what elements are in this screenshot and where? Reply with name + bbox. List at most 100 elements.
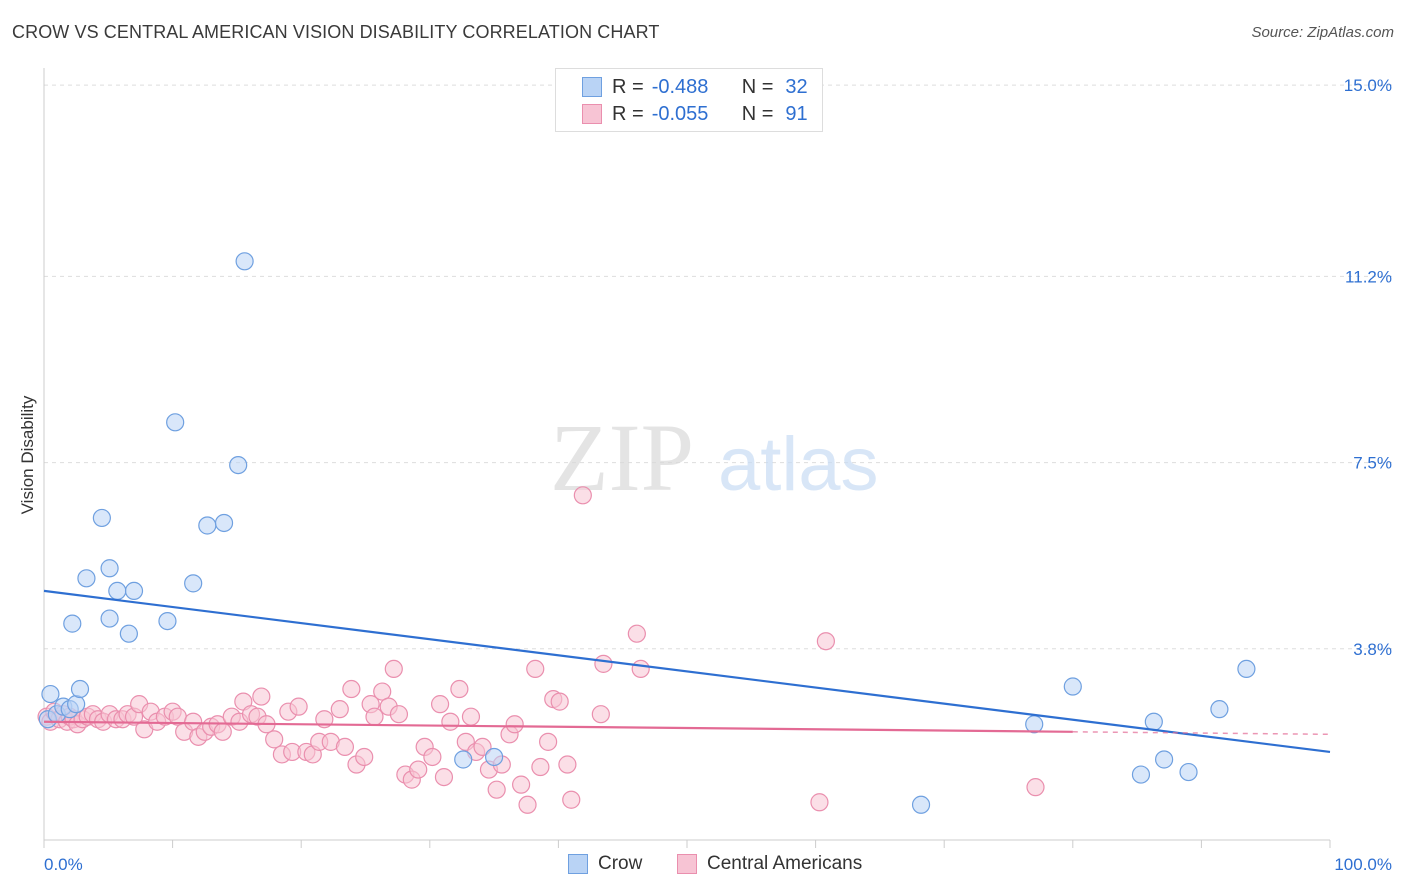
crow-point <box>158 611 177 631</box>
crow-point <box>229 455 248 475</box>
crow-trend-line <box>43 589 1331 754</box>
central-americans-point <box>389 705 409 724</box>
central-americans-point <box>330 700 349 719</box>
central-americans-point <box>591 705 610 724</box>
crow-point <box>235 252 254 271</box>
central-americans-point <box>252 687 271 706</box>
chart-title: CROW VS CENTRAL AMERICAN VISION DISABILI… <box>12 22 660 42</box>
y-tick-label: 11.2% <box>1345 267 1392 286</box>
x-tick-labels: 0.0% 100.0% <box>44 855 1392 874</box>
crow-point <box>124 581 144 601</box>
central-americans-point <box>512 775 531 794</box>
central-americans-point <box>265 730 284 749</box>
crow-point <box>100 609 119 628</box>
central-americans-point <box>335 737 355 757</box>
correlation-legend: R = -0.488 N = 32 R = -0.055 N = 91 <box>555 68 823 132</box>
watermark-zip: ZIP <box>550 404 694 511</box>
central-americans-point <box>1026 778 1045 797</box>
crow-point <box>100 559 119 578</box>
central-americans-point <box>550 692 569 711</box>
x-tick-label-min: 0.0% <box>44 855 83 874</box>
central-americans-point <box>461 707 481 726</box>
trend-lines <box>43 589 1331 754</box>
crow-point <box>1063 677 1082 696</box>
central-americans-point <box>213 722 232 741</box>
legend-row-crow: R = -0.488 N = 32 <box>582 75 808 99</box>
central-americans-point <box>355 747 374 767</box>
legend-central-n-label: N = <box>741 102 774 125</box>
central-americans-point <box>558 755 577 774</box>
crow-swatch <box>582 77 602 97</box>
legend-central-n-value: 91 <box>785 102 808 125</box>
central-americans-point <box>473 737 492 757</box>
crow-point <box>184 574 203 593</box>
crow-point <box>454 750 473 769</box>
crow-point <box>63 614 82 633</box>
central-americans-point <box>487 780 506 799</box>
y-tick-label: 7.5% <box>1353 454 1392 473</box>
central-americans-point <box>373 682 392 701</box>
crow-point <box>1131 765 1151 784</box>
crow-point <box>1155 750 1174 769</box>
central-americans-point <box>384 659 403 679</box>
central-americans-point <box>594 654 613 673</box>
gridlines <box>44 84 1392 650</box>
crow-point <box>1025 715 1044 734</box>
y-tick-label: 3.8% <box>1353 640 1392 659</box>
central-americans-point <box>526 659 545 679</box>
central-americans-point <box>562 790 581 809</box>
central-americans-point <box>434 767 454 787</box>
legend-crow-r-value: -0.488 <box>651 75 709 98</box>
central-americans-point <box>365 707 384 726</box>
central-americans-point <box>430 695 450 714</box>
central-americans-point <box>531 757 550 777</box>
legend-crow-r-label: R = <box>612 75 644 98</box>
legend-central-r-label: R = <box>612 102 644 125</box>
crow-point <box>77 569 96 588</box>
x-tick-label-max: 100.0% <box>1334 855 1392 874</box>
central-americans-point <box>627 624 646 643</box>
crow-points <box>38 252 1256 814</box>
watermark: ZIP atlas <box>550 404 879 511</box>
bottom-central-swatch <box>677 854 697 874</box>
central-americans-point <box>518 795 537 814</box>
crow-point <box>911 795 931 814</box>
central-americans-points <box>37 486 1045 814</box>
bottom-crow-swatch <box>568 854 588 874</box>
legend-crow-n-label: N = <box>741 75 774 98</box>
crow-point <box>119 624 138 643</box>
x-ticks <box>43 840 1331 848</box>
bottom-legend-crow: Crow <box>568 852 642 876</box>
central-americans-point <box>631 659 650 679</box>
legend-crow-n-value: 32 <box>785 75 808 98</box>
central-trend-line <box>43 720 1073 733</box>
y-axis-label: Vision Disability <box>18 395 37 515</box>
legend-row-central: R = -0.055 N = 91 <box>582 102 808 126</box>
crow-point <box>67 695 86 714</box>
crow-point <box>214 513 234 533</box>
crow-point <box>198 516 217 535</box>
crow-point <box>1144 712 1163 731</box>
crow-point <box>41 684 60 704</box>
central-americans-point <box>816 632 835 651</box>
central-americans-point <box>441 712 460 731</box>
crow-point <box>1210 700 1229 719</box>
y-tick-label: 15.0% <box>1344 76 1392 95</box>
crow-point <box>92 508 111 528</box>
y-tick-labels: 3.8% 7.5% 11.2% 15.0% <box>1344 76 1392 659</box>
central-americans-point <box>289 697 308 716</box>
central-americans-point <box>573 486 592 505</box>
crow-point <box>485 747 504 767</box>
central-americans-point <box>409 760 428 779</box>
crow-point <box>108 581 127 601</box>
central-americans-point <box>810 793 829 812</box>
central-trend-line-extrapolated <box>1072 731 1331 736</box>
watermark-atlas: atlas <box>718 422 879 507</box>
source-label: Source: ZipAtlas.com <box>1251 24 1394 41</box>
legend-central-r-value: -0.055 <box>651 102 709 125</box>
central-americans-point <box>342 679 361 699</box>
bottom-central-label: Central Americans <box>707 853 863 874</box>
central-swatch <box>582 104 602 124</box>
bottom-legend-central: Central Americans <box>677 852 862 876</box>
